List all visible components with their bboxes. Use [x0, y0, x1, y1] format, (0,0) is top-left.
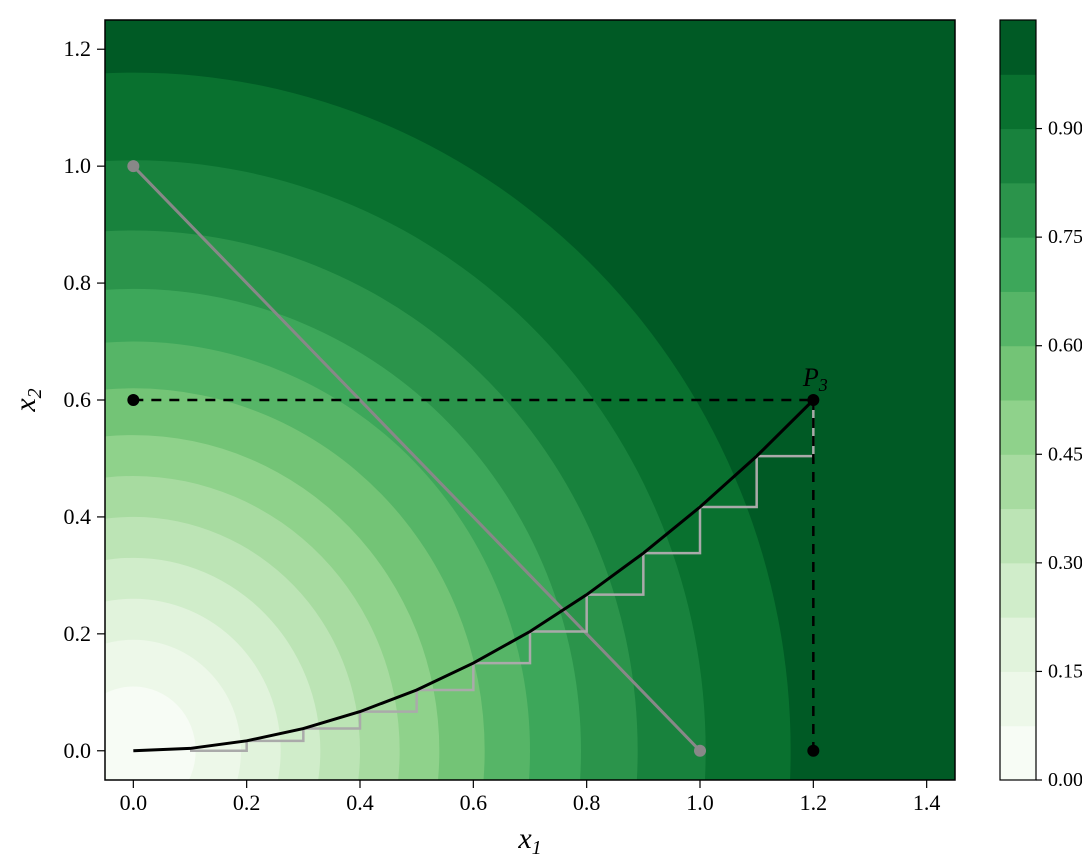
figure-container: 0.0 0.2 0.4 0.6 0.8 1.0 1.2 1.4 0.0 0.2 0.4 0.6 0.8 1… [0, 0, 1082, 862]
black-point [127, 394, 139, 406]
y-tick-label: 0.4 [64, 504, 92, 529]
colorbar-tick-label: 0.45 [1048, 443, 1082, 465]
y-tick-label: 0.8 [64, 270, 92, 295]
x-tick-label: 0.8 [573, 790, 601, 815]
colorbar-tick-label: 0.90 [1048, 118, 1082, 140]
x-tick-label: 0.6 [460, 790, 488, 815]
colorbar-tick-label: 0.15 [1048, 660, 1082, 682]
colorbar-tick-label: 0.30 [1048, 552, 1082, 574]
x-tick-label: 1.0 [686, 790, 714, 815]
y-axis-label: x2 [9, 388, 46, 412]
x-tick-label: 1.4 [913, 790, 941, 815]
black-point [807, 745, 819, 757]
colorbar-tick-label: 0.75 [1048, 226, 1082, 248]
x-axis-label: x1 [517, 822, 541, 859]
gray-point [127, 160, 139, 172]
colorbar-tick-label: 0.00 [1048, 769, 1082, 791]
colorbar-tick-label: 0.60 [1048, 335, 1082, 357]
x-tick-label: 1.2 [800, 790, 828, 815]
figure-svg: 0.0 0.2 0.4 0.6 0.8 1.0 1.2 1.4 0.0 0.2 0.4 0.6 0.8 1… [0, 0, 1082, 862]
gray-point [694, 745, 706, 757]
black-point [807, 394, 819, 406]
plot-area [0, 0, 1082, 862]
y-tick-label: 1.0 [64, 153, 92, 178]
y-tick-label: 0.2 [64, 621, 92, 646]
colorbar: 0.00 0.15 0.30 0.45 0.60 0.75 0.90 [1000, 20, 1082, 791]
y-tick-label: 1.2 [64, 36, 92, 61]
x-tick-label: 0.2 [233, 790, 261, 815]
y-tick-label: 0.0 [64, 738, 92, 763]
x-tick-label: 0.0 [120, 790, 148, 815]
y-tick-label: 0.6 [64, 387, 92, 412]
x-tick-label: 0.4 [346, 790, 374, 815]
